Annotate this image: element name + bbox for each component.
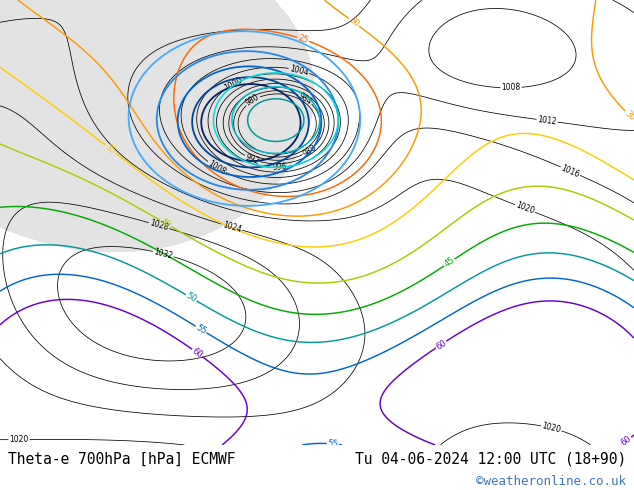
Text: 1004: 1004 — [288, 64, 309, 77]
Text: 60: 60 — [619, 435, 633, 448]
Text: 60: 60 — [190, 346, 204, 360]
Text: 25: 25 — [297, 33, 309, 45]
Text: 1032: 1032 — [153, 247, 174, 261]
Text: 988: 988 — [301, 143, 318, 158]
Text: 55: 55 — [194, 323, 208, 336]
Text: 1016: 1016 — [560, 163, 581, 179]
Text: 1028: 1028 — [148, 219, 169, 233]
Text: 50: 50 — [184, 292, 198, 304]
Text: 30: 30 — [347, 16, 361, 29]
Text: 1000: 1000 — [223, 75, 244, 93]
Text: 1020: 1020 — [10, 435, 29, 444]
Text: 40: 40 — [158, 217, 172, 230]
Text: 984: 984 — [297, 91, 314, 107]
Text: ©weatheronline.co.uk: ©weatheronline.co.uk — [476, 475, 626, 489]
Text: 1008: 1008 — [501, 83, 521, 93]
Text: 45: 45 — [443, 256, 456, 269]
Text: 1024: 1024 — [221, 220, 242, 234]
Text: 35: 35 — [103, 142, 117, 156]
Text: 1012: 1012 — [537, 115, 557, 126]
Text: 60: 60 — [434, 338, 448, 351]
Text: Tu 04-06-2024 12:00 UTC (18+90): Tu 04-06-2024 12:00 UTC (18+90) — [355, 452, 626, 467]
Text: Theta-e 700hPa [hPa] ECMWF: Theta-e 700hPa [hPa] ECMWF — [8, 452, 235, 467]
Text: 996: 996 — [273, 163, 287, 172]
Text: 1008: 1008 — [206, 159, 227, 176]
Text: 1020: 1020 — [541, 421, 562, 435]
Text: 55: 55 — [327, 439, 339, 449]
Text: 30: 30 — [623, 108, 634, 122]
Text: 1020: 1020 — [514, 201, 536, 216]
Text: 992: 992 — [244, 152, 261, 166]
Text: 980: 980 — [244, 93, 261, 108]
